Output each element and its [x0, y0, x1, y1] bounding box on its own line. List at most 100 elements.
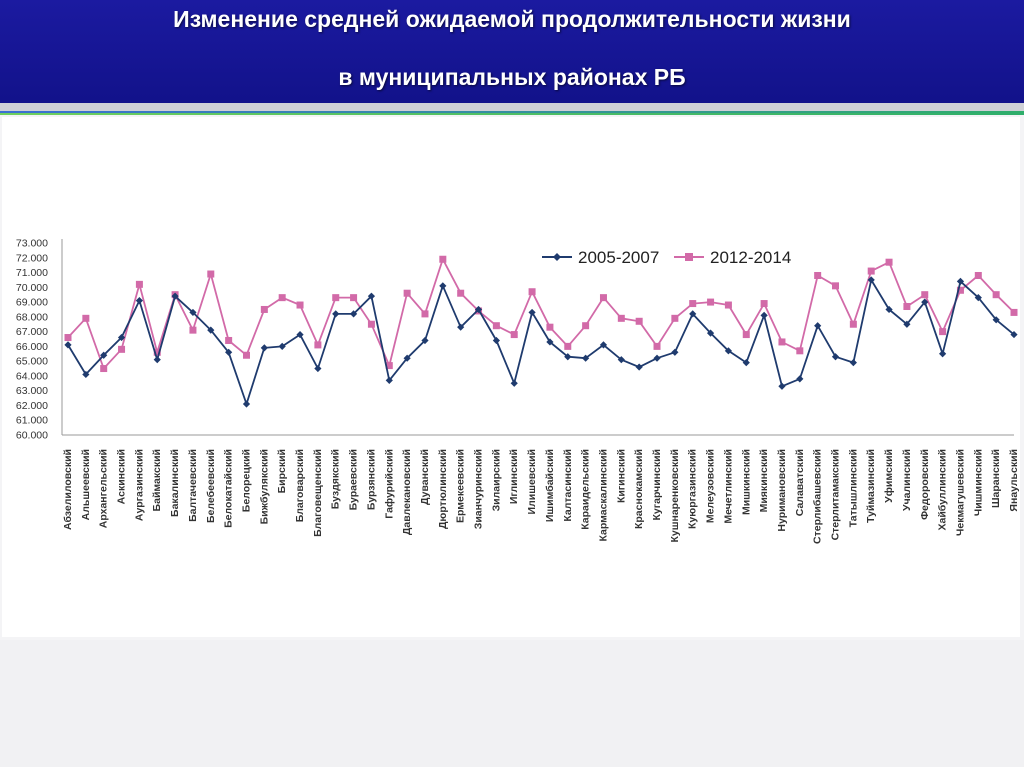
y-tick-label: 68.000: [16, 311, 48, 323]
x-tick-label: Баймакский: [151, 449, 163, 511]
x-tick-label: Балтачевский: [187, 449, 199, 522]
x-tick-label: Дуванский: [419, 449, 431, 505]
data-point-2012-2014: [564, 342, 572, 350]
data-point-2005-2007: [564, 353, 572, 361]
x-tick-label: Архангельский: [98, 449, 110, 528]
y-tick-label: 73.000: [16, 238, 48, 250]
data-point-2005-2007: [492, 336, 500, 345]
x-tick-label: Аскинский: [116, 449, 128, 504]
data-point-2012-2014: [546, 323, 554, 331]
x-tick-label: Куюргазинский: [687, 449, 699, 529]
data-point-2012-2014: [278, 294, 286, 302]
y-tick-label: 67.000: [16, 326, 48, 338]
x-tick-label: Федоровский: [919, 449, 931, 520]
data-point-2005-2007: [100, 351, 108, 359]
x-tick-label: Туймазинский: [865, 449, 877, 523]
legend-marker-2012-2014: [685, 253, 693, 261]
x-tick-label: Мишкинский: [740, 449, 752, 515]
data-point-2005-2007: [653, 354, 661, 362]
data-point-2012-2014: [724, 301, 732, 309]
data-point-2005-2007: [82, 370, 90, 379]
x-tick-label: Учалинский: [901, 449, 913, 511]
page-title: Изменение средней ожидаемой продолжитель…: [173, 6, 851, 32]
data-point-2005-2007: [474, 305, 483, 314]
y-tick-label: 64.000: [16, 370, 48, 382]
data-point-2005-2007: [242, 400, 251, 408]
data-point-2005-2007: [546, 338, 554, 346]
data-point-2012-2014: [742, 331, 750, 339]
x-tick-label: Стерлибашевский: [812, 449, 824, 544]
y-tick-label: 69.000: [16, 297, 48, 309]
data-point-2012-2014: [296, 301, 304, 309]
x-tick-label: Гафурийский: [383, 449, 395, 519]
x-tick-label: Салаватский: [794, 449, 806, 516]
data-point-2012-2014: [974, 271, 982, 279]
data-point-2012-2014: [921, 291, 929, 299]
legend-label: 2012-2014: [710, 248, 791, 267]
y-tick-label: 65.000: [16, 356, 48, 368]
data-point-2012-2014: [992, 291, 1000, 299]
data-point-2005-2007: [885, 305, 893, 314]
data-point-2005-2007: [314, 364, 322, 373]
x-tick-label: Белокатайский: [223, 449, 235, 528]
x-tick-label: Мечетлинский: [722, 449, 734, 524]
data-point-2012-2014: [492, 322, 500, 330]
x-tick-label: Краснокамский: [633, 449, 645, 529]
footer-area: [0, 640, 1024, 767]
x-tick-label: Кушнаренковский: [669, 449, 681, 543]
data-point-2012-2014: [528, 288, 536, 296]
data-point-2012-2014: [314, 341, 322, 349]
data-point-2012-2014: [689, 300, 697, 308]
data-point-2005-2007: [135, 297, 143, 305]
header-divider: [0, 103, 1024, 111]
legend-marker-2005-2007: [553, 253, 561, 261]
x-tick-label: Зилаирский: [490, 449, 502, 511]
x-tick-label: Бирский: [276, 449, 288, 493]
x-tick-label: Чекмагушевский: [954, 449, 966, 536]
x-tick-label: Кигинский: [615, 449, 627, 503]
data-point-2012-2014: [225, 336, 233, 344]
y-tick-label: 71.000: [16, 267, 48, 279]
x-tick-label: Уфимский: [883, 449, 895, 503]
data-point-2012-2014: [635, 317, 643, 325]
data-point-2012-2014: [403, 289, 411, 297]
data-point-2005-2007: [225, 348, 233, 356]
x-tick-label: Миякинский: [758, 449, 770, 512]
x-tick-label: Альшеевский: [80, 449, 92, 520]
x-tick-label: Бижбулякский: [258, 449, 270, 524]
data-point-2012-2014: [707, 298, 715, 306]
data-point-2005-2007: [385, 376, 393, 384]
x-tick-label: Благовещенский: [312, 449, 324, 537]
x-tick-label: Аургазинский: [133, 449, 145, 521]
data-point-2012-2014: [64, 334, 72, 342]
data-point-2012-2014: [100, 365, 108, 373]
data-point-2005-2007: [760, 311, 768, 319]
header-accent-line: [0, 111, 1024, 113]
x-tick-label: Иглинский: [508, 449, 520, 504]
x-tick-label: Дюртюлинский: [437, 449, 449, 529]
data-point-2012-2014: [582, 322, 590, 330]
x-tick-label: Мелеузовский: [705, 449, 717, 523]
series-line-2005-2007: [67, 278, 1015, 405]
chart-panel: 60.000 61.000 62.000 63.000 64.000 65.000 66.0…: [2, 117, 1020, 637]
data-point-2012-2014: [332, 294, 340, 302]
data-point-2012-2014: [599, 294, 607, 302]
data-point-2012-2014: [82, 314, 90, 322]
data-point-2005-2007: [403, 354, 411, 362]
data-point-2005-2007: [849, 359, 857, 367]
series-line-2012-2014: [67, 258, 1015, 370]
data-point-2012-2014: [135, 280, 143, 288]
y-tick-label: 70.000: [16, 282, 48, 294]
x-tick-label: Буздякский: [330, 449, 342, 509]
data-point-2005-2007: [671, 348, 679, 356]
x-tick-label: Янаульский: [1008, 449, 1020, 512]
x-tick-label: Хайбуллинский: [937, 449, 949, 531]
data-point-2005-2007: [939, 350, 947, 358]
x-tick-label: Абзелиловский: [62, 449, 74, 530]
x-tick-label: Бурзянский: [365, 449, 377, 510]
y-tick-label: 62.000: [16, 400, 48, 412]
data-point-2012-2014: [903, 303, 911, 311]
x-tick-label: Стерлитамакский: [830, 449, 842, 540]
line-chart: 60.000 61.000 62.000 63.000 64.000 65.000 66.0…: [16, 238, 1020, 544]
data-point-2012-2014: [617, 314, 625, 322]
